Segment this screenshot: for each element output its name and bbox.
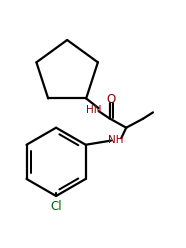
Text: Cl: Cl [50, 200, 62, 213]
Text: HN: HN [86, 105, 102, 115]
Text: O: O [107, 93, 116, 106]
Text: NH: NH [108, 135, 124, 145]
